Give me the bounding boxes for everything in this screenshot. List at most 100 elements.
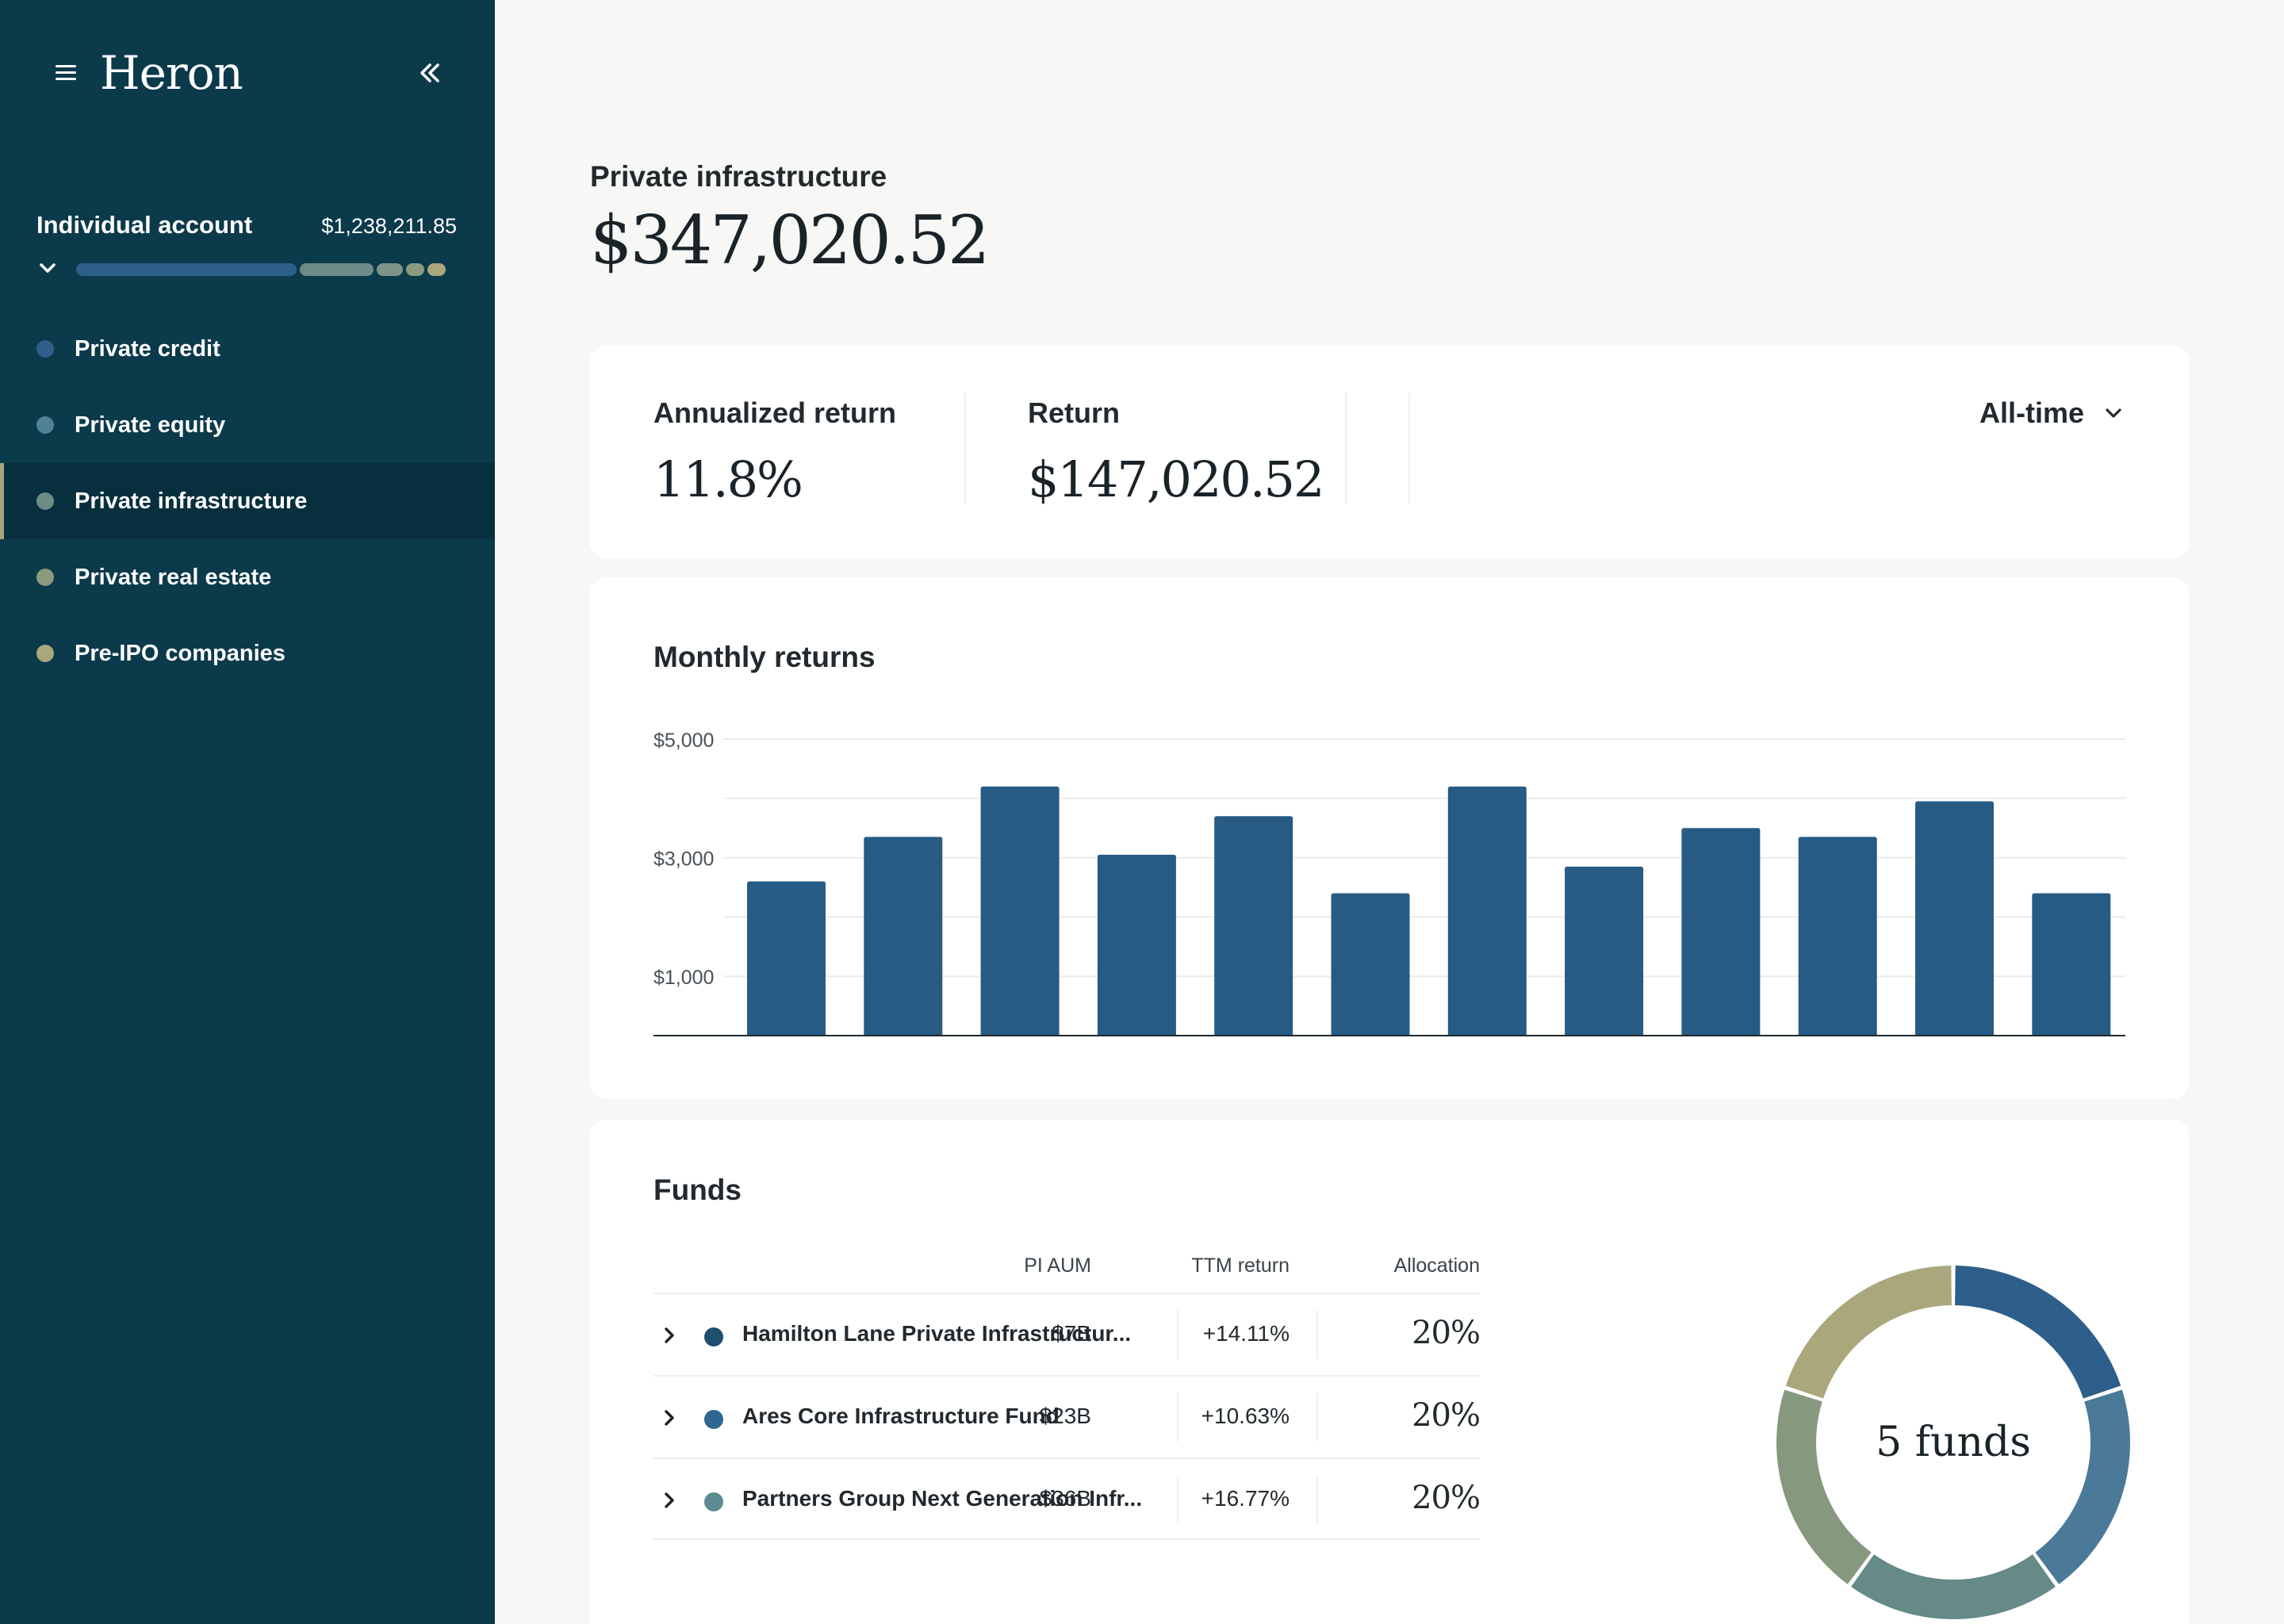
fund-ttm-return: +14.11% <box>1202 1321 1290 1346</box>
chevron-down-icon[interactable] <box>36 259 59 278</box>
chevron-right-icon[interactable] <box>660 1324 679 1346</box>
bar[interactable] <box>1097 854 1176 1036</box>
bar[interactable] <box>1915 801 1994 1036</box>
brand-logo: Heron <box>100 46 243 100</box>
private-infrastructure-dot-icon <box>36 492 54 510</box>
fund-name: Ares Core Infrastructure Fund <box>742 1404 1060 1428</box>
sidebar-item-pre-ipo-companies[interactable]: Pre-IPO companies <box>0 615 495 691</box>
fund-color-dot-icon <box>704 1410 723 1429</box>
donut-segment[interactable] <box>1776 1389 1872 1584</box>
asset-class-nav: Private credit Private equity Private in… <box>0 311 495 691</box>
private-equity-dot-icon <box>36 416 54 434</box>
chevron-down-icon <box>2106 408 2121 418</box>
table-row[interactable]: Partners Group Next Generation Infr... $… <box>653 1457 1481 1540</box>
bar[interactable] <box>1798 837 1877 1036</box>
fund-allocation: 20% <box>1412 1480 1481 1516</box>
sidebar-item-private-infrastructure[interactable]: Private infrastructure <box>0 463 495 539</box>
bar[interactable] <box>2032 893 2111 1036</box>
divider <box>1316 1475 1318 1524</box>
fund-allocation: 20% <box>1412 1315 1481 1351</box>
sidebar-item-private-real-estate[interactable]: Private real estate <box>0 539 495 615</box>
divider <box>1316 1310 1318 1359</box>
bar[interactable] <box>1681 828 1761 1036</box>
fund-color-dot-icon <box>704 1492 723 1511</box>
column-header-aum: PI AUM <box>1024 1254 1091 1277</box>
y-tick-label: $1,000 <box>653 967 714 989</box>
account-name: Individual account <box>36 211 253 239</box>
divider <box>964 393 966 504</box>
divider <box>1408 393 1410 504</box>
bar[interactable] <box>1447 786 1527 1036</box>
return-label: Return <box>1028 396 1120 429</box>
chevron-right-icon[interactable] <box>660 1407 679 1429</box>
divider <box>1345 393 1347 504</box>
donut-segment[interactable] <box>1851 1553 2056 1619</box>
fund-ttm-return: +10.63% <box>1201 1404 1290 1428</box>
donut-segment[interactable] <box>1954 1266 2121 1400</box>
allocation-segment <box>300 263 374 276</box>
funds-card: Funds PI AUM TTM return Allocation Hamil… <box>590 1120 2189 1624</box>
sidebar-item-private-equity[interactable]: Private equity <box>0 387 495 463</box>
divider <box>1177 1392 1178 1442</box>
return-value: $147,020.52 <box>1028 450 1324 508</box>
donut-segment[interactable] <box>2034 1389 2130 1584</box>
bar[interactable] <box>980 786 1060 1036</box>
divider <box>1316 1392 1318 1442</box>
sidebar-item-label: Private credit <box>75 335 220 362</box>
donut-segment[interactable] <box>1785 1266 1953 1400</box>
page-subtitle: Private infrastructure <box>590 160 887 193</box>
fund-ttm-return: +16.77% <box>1201 1486 1290 1511</box>
fund-allocation: 20% <box>1412 1397 1481 1434</box>
bar[interactable] <box>1214 816 1293 1036</box>
fund-name: Hamilton Lane Private Infrastructur... <box>742 1321 1132 1346</box>
divider <box>1177 1475 1178 1524</box>
chevron-right-icon[interactable] <box>660 1489 679 1511</box>
period-selected-value: All-time <box>1979 396 2084 429</box>
fund-name: Partners Group Next Generation Infr... <box>742 1486 1143 1511</box>
pre-ipo-dot-icon <box>36 645 54 662</box>
returns-summary-card: Annualized return 11.8% Return $147,020.… <box>590 346 2189 558</box>
fund-aum: $7B <box>1052 1321 1091 1346</box>
period-dropdown[interactable]: All-time <box>1979 396 2124 430</box>
annualized-return-stat: Annualized return 11.8% <box>653 396 896 508</box>
fund-color-dot-icon <box>704 1327 723 1346</box>
table-row[interactable]: Ares Core Infrastructure Fund $23B +10.6… <box>653 1375 1481 1457</box>
y-tick-label: $3,000 <box>653 848 714 871</box>
account-total: $1,238,211.85 <box>321 214 457 238</box>
sidebar-item-private-credit[interactable]: Private credit <box>0 311 495 387</box>
bar[interactable] <box>1565 866 1644 1036</box>
sidebar-item-label: Private infrastructure <box>75 488 308 514</box>
fund-aum: $36B <box>1039 1486 1091 1511</box>
private-real-estate-dot-icon <box>36 569 54 586</box>
y-tick-label: $5,000 <box>653 730 714 752</box>
column-header-allocation: Allocation <box>1393 1254 1480 1277</box>
donut-center-label: 5 funds <box>1876 1419 2031 1466</box>
monthly-returns-chart: $5,000 $3,000 $1,000 <box>653 730 2125 1036</box>
collapse-sidebar-icon[interactable] <box>412 56 447 90</box>
bar[interactable] <box>747 881 826 1036</box>
allocation-segment <box>377 263 403 276</box>
sidebar-item-label: Pre-IPO companies <box>75 640 286 666</box>
table-row[interactable]: Hamilton Lane Private Infrastructur... $… <box>653 1293 1481 1375</box>
allocation-segment <box>405 263 424 276</box>
column-header-ttm-return: TTM return <box>1191 1254 1290 1277</box>
annualized-return-value: 11.8% <box>653 450 803 508</box>
bar[interactable] <box>864 837 943 1036</box>
funds-title: Funds <box>653 1174 742 1206</box>
monthly-returns-card: Monthly returns $5,000 $3,000 $1,000 <box>590 577 2189 1099</box>
return-stat: Return $147,020.52 <box>1028 396 1324 508</box>
sidebar: Heron Individual account $1,238,211.85 P… <box>0 0 495 1624</box>
fund-allocation-donut <box>1776 1266 2130 1619</box>
brand-row: Heron <box>52 41 449 105</box>
allocation-segment <box>427 263 446 276</box>
bar[interactable] <box>1331 893 1410 1036</box>
sidebar-item-label: Private equity <box>75 412 226 438</box>
private-credit-dot-icon <box>36 340 54 358</box>
allocation-segment <box>76 263 297 276</box>
annualized-return-label: Annualized return <box>653 396 897 429</box>
page-title: $347,020.52 <box>590 201 990 279</box>
allocation-bar <box>76 263 457 276</box>
sidebar-item-label: Private real estate <box>75 564 272 590</box>
hamburger-menu-icon[interactable] <box>52 62 79 84</box>
divider <box>1177 1310 1178 1359</box>
